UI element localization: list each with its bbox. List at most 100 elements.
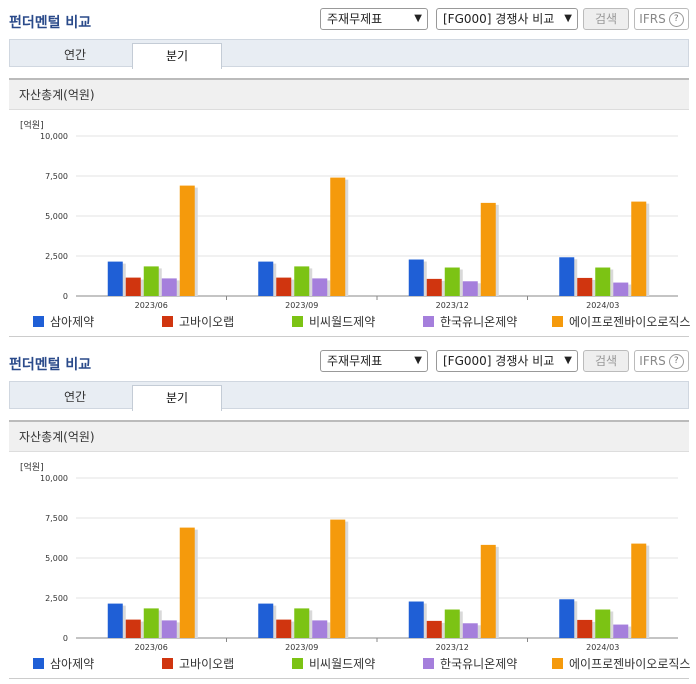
- legend-swatch: [423, 658, 434, 669]
- bar: [595, 267, 611, 296]
- section-title: 자산총계(억원): [9, 78, 689, 110]
- divider: [9, 678, 689, 679]
- bar: [631, 543, 647, 638]
- bar: [426, 278, 442, 296]
- y-tick-label: 2,500: [45, 252, 68, 261]
- bar: [294, 608, 310, 638]
- bar: [613, 624, 629, 638]
- fundamental-comparison-panel-2: 펀더멘털 비교 주재무제표 ▼ [FG000] 경쟁사 비교 ▼ 검색 IFRS…: [0, 342, 696, 684]
- legend-swatch: [162, 316, 173, 327]
- legend-item[interactable]: 에이프로젠바이오로직스: [552, 655, 690, 672]
- y-tick-label: 0: [63, 634, 68, 643]
- tab-quarterly[interactable]: 분기: [132, 43, 222, 69]
- bar: [143, 608, 159, 638]
- bar: [444, 609, 460, 638]
- legend-swatch: [292, 316, 303, 327]
- legend-item[interactable]: 한국유니온제약: [423, 313, 517, 330]
- tab-annual[interactable]: 연간: [63, 48, 87, 62]
- legend-label: 에이프로젠바이오로직스: [569, 657, 691, 671]
- bar: [408, 259, 424, 296]
- chevron-down-icon: ▼: [414, 355, 422, 366]
- chart-legend: 삼아제약 고바이오랩 비씨월드제약 한국유니온제약 에이프로젠바이오로직스: [0, 655, 696, 671]
- bar: [179, 527, 195, 638]
- bar: [258, 603, 274, 638]
- legend-item[interactable]: 고바이오랩: [162, 313, 234, 330]
- bar: [577, 277, 593, 296]
- chevron-down-icon: ▼: [564, 13, 572, 24]
- peer-select[interactable]: [FG000] 경쟁사 비교 ▼: [436, 8, 578, 30]
- section-title: 자산총계(억원): [9, 420, 689, 452]
- legend-swatch: [552, 658, 563, 669]
- bar: [107, 261, 123, 296]
- legend-item[interactable]: 삼아제약: [33, 655, 94, 672]
- search-button[interactable]: 검색: [583, 350, 629, 372]
- total-assets-bar-chart: 0 2,500 5,000 7,500 10,000 2023/06 2023/09 2023…: [40, 474, 678, 652]
- divider: [9, 336, 689, 337]
- peer-select-value: [FG000] 경쟁사 비교: [443, 354, 555, 368]
- bar: [312, 620, 328, 638]
- ifrs-button[interactable]: IFRS?: [634, 8, 689, 30]
- peer-select-value: [FG000] 경쟁사 비교: [443, 12, 555, 26]
- legend-item[interactable]: 삼아제약: [33, 313, 94, 330]
- search-button[interactable]: 검색: [583, 8, 629, 30]
- legend-swatch: [423, 316, 434, 327]
- help-icon[interactable]: ?: [668, 354, 684, 369]
- ifrs-label: IFRS: [639, 354, 666, 368]
- bar: [408, 601, 424, 638]
- y-tick-label: 2,500: [45, 594, 68, 603]
- period-tabs: 연간 분기: [9, 39, 689, 69]
- panel-title: 펀더멘털 비교: [9, 15, 92, 31]
- bar: [107, 603, 123, 638]
- bar: [595, 609, 611, 638]
- legend-item[interactable]: 에이프로젠바이오로직스: [552, 313, 690, 330]
- legend-label: 고바이오랩: [179, 657, 235, 671]
- statement-select[interactable]: 주재무제표 ▼: [320, 8, 428, 30]
- legend-label: 삼아제약: [50, 657, 95, 671]
- tab-quarterly[interactable]: 분기: [132, 385, 222, 411]
- tab-annual[interactable]: 연간: [63, 390, 87, 404]
- y-tick-label: 7,500: [45, 172, 68, 181]
- y-tick-label: 5,000: [45, 554, 68, 563]
- bar: [462, 281, 478, 296]
- legend-label: 에이프로젠바이오로직스: [569, 315, 691, 329]
- x-tick-label: 2023/12: [436, 643, 469, 652]
- legend-item[interactable]: 비씨월드제약: [292, 655, 375, 672]
- fundamental-comparison-panel-1: 펀더멘털 비교 주재무제표 ▼ [FG000] 경쟁사 비교 ▼ 검색 IFRS…: [0, 8, 696, 337]
- bar: [276, 277, 292, 296]
- chevron-down-icon: ▼: [564, 355, 572, 366]
- bar: [462, 623, 478, 638]
- x-tick-label: 2024/03: [586, 301, 619, 310]
- x-tick-label: 2023/09: [285, 301, 318, 310]
- bar: [559, 599, 575, 638]
- bar: [480, 202, 496, 296]
- legend-label: 한국유니온제약: [440, 657, 518, 671]
- y-tick-label: 10,000: [40, 132, 68, 141]
- period-tabs: 연간 분기: [9, 381, 689, 411]
- statement-select-value: 주재무제표: [327, 12, 383, 26]
- bar: [125, 277, 141, 296]
- bar: [444, 267, 460, 296]
- legend-label: 삼아제약: [50, 315, 95, 329]
- bar: [294, 266, 310, 296]
- y-tick-label: 7,500: [45, 514, 68, 523]
- total-assets-bar-chart: 0 2,500 5,000 7,500 10,000 2023/06 2023/09 2023…: [40, 132, 678, 310]
- legend-swatch: [33, 316, 44, 327]
- legend-swatch: [292, 658, 303, 669]
- y-tick-label: 5,000: [45, 212, 68, 221]
- ifrs-button[interactable]: IFRS?: [634, 350, 689, 372]
- chart-legend: 삼아제약 고바이오랩 비씨월드제약 한국유니온제약 에이프로젠바이오로직스: [0, 313, 696, 329]
- peer-select[interactable]: [FG000] 경쟁사 비교 ▼: [436, 350, 578, 372]
- bar: [426, 620, 442, 638]
- ifrs-label: IFRS: [639, 12, 666, 26]
- legend-item[interactable]: 고바이오랩: [162, 655, 234, 672]
- legend-item[interactable]: 비씨월드제약: [292, 313, 375, 330]
- statement-select[interactable]: 주재무제표 ▼: [320, 350, 428, 372]
- x-tick-label: 2023/09: [285, 643, 318, 652]
- bar: [161, 278, 177, 296]
- legend-label: 한국유니온제약: [440, 315, 518, 329]
- legend-item[interactable]: 한국유니온제약: [423, 655, 517, 672]
- x-tick-label: 2024/03: [586, 643, 619, 652]
- y-axis-unit-label: [억원]: [20, 121, 44, 131]
- help-icon[interactable]: ?: [668, 12, 684, 27]
- bar: [613, 282, 629, 296]
